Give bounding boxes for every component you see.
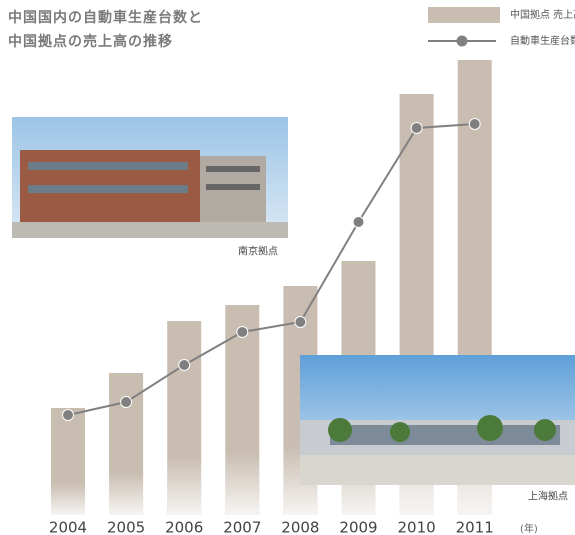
legend-label: 中国拠点 売上高 xyxy=(510,8,575,21)
title-line: 中国国内の自動車生産台数と xyxy=(8,9,203,26)
line-marker xyxy=(120,396,133,408)
line-marker xyxy=(410,122,423,134)
photo-shanghai xyxy=(300,355,575,485)
bar-fade xyxy=(51,408,85,515)
line-marker xyxy=(468,118,481,130)
x-tick-label: 2011 xyxy=(456,519,494,535)
annotation: 上海拠点 xyxy=(528,490,568,503)
bar-fade xyxy=(225,305,260,515)
line-marker xyxy=(236,326,249,338)
x-tick-label: 2009 xyxy=(339,519,377,535)
line xyxy=(67,123,475,416)
annotation: 南京拠点 xyxy=(238,245,278,258)
bar-fade xyxy=(167,321,202,515)
x-tick-label: 2006 xyxy=(165,519,203,535)
legend-label: 自動車生産台数 xyxy=(510,34,575,47)
legend-swatch xyxy=(456,35,468,47)
line-marker xyxy=(294,316,307,328)
x-tick-label: 2010 xyxy=(398,519,436,535)
line-marker xyxy=(178,359,191,371)
legend-swatch xyxy=(428,7,500,23)
x-axis-label: (年) xyxy=(520,522,538,535)
title-line: 中国拠点の売上高の推移 xyxy=(8,33,173,50)
x-tick-label: 2007 xyxy=(223,519,261,535)
x-tick-label: 2008 xyxy=(281,519,319,535)
x-tick-label: 2005 xyxy=(107,519,145,535)
x-tick-label: 2004 xyxy=(49,519,87,535)
line-marker xyxy=(62,409,74,421)
line-marker xyxy=(352,216,365,228)
photo-nanjing xyxy=(12,117,288,238)
